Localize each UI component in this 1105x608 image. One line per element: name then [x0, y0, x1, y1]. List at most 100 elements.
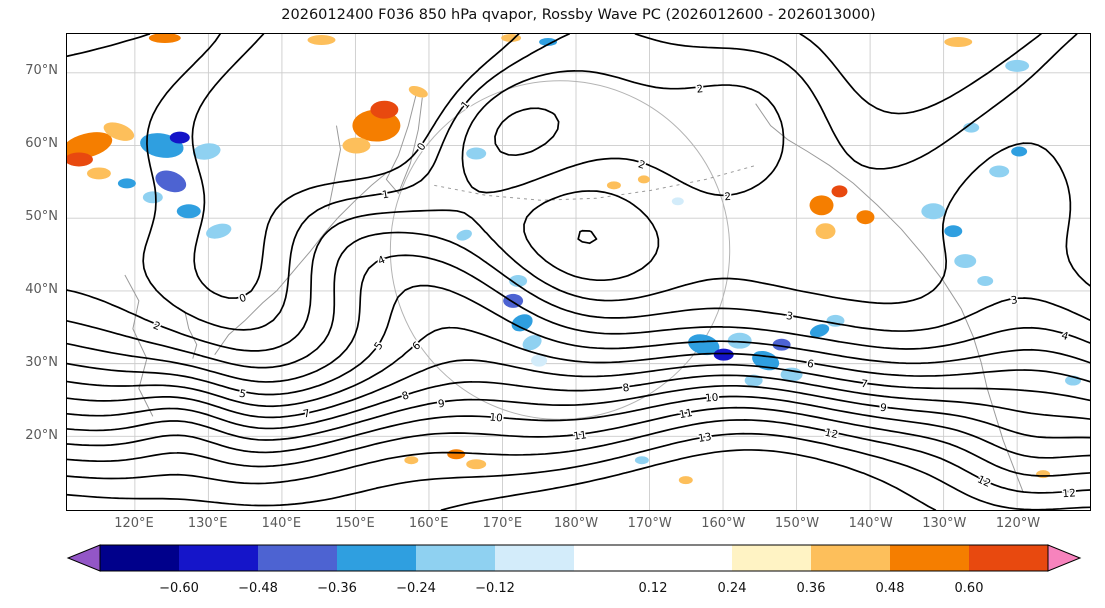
anomaly-patch: [511, 314, 533, 332]
contour-label-group: 11: [571, 428, 589, 445]
contour-line: [67, 34, 1078, 331]
y-axis-tick-label: 50°N: [25, 209, 58, 224]
colorbar-segment: [179, 545, 258, 571]
contour-label: 2: [637, 158, 647, 171]
anomaly-patch: [637, 175, 650, 184]
contour-label-group: 6: [409, 338, 425, 354]
colorbar-tick-label: 0.60: [955, 581, 984, 596]
contour-label-group: 8: [399, 388, 412, 404]
anomaly-patch: [370, 100, 399, 119]
colorbar-arrow-high: [1047, 544, 1082, 572]
contour-label-group: 3: [1009, 293, 1020, 309]
anomaly-patch: [678, 476, 693, 485]
anomaly-patch: [148, 34, 181, 43]
contour-label: 7: [860, 378, 868, 391]
colorbar-tick-label: −0.60: [159, 581, 199, 596]
y-axis-tick-label: 20°N: [25, 428, 58, 443]
colorbar-arrow-low: [66, 544, 101, 572]
colorbar-segment: [337, 545, 416, 571]
coastline: [124, 274, 154, 417]
contour-label: 8: [622, 382, 630, 395]
anomaly-patch: [404, 456, 419, 465]
contour-label-group: 11: [677, 405, 695, 422]
anomaly-patch: [117, 178, 136, 189]
contour-label-group: 4: [375, 252, 389, 269]
anomaly-patch: [192, 143, 221, 160]
contour-label: 12: [824, 427, 840, 441]
contour-label: 2: [696, 83, 704, 96]
contour-label-group: 9: [878, 400, 889, 416]
contour-label-group: 2: [723, 189, 733, 204]
x-axis-tick-label: 170°W: [627, 516, 672, 531]
anomaly-patch: [531, 354, 548, 367]
anomaly-patch: [142, 191, 163, 204]
contour-line: [440, 449, 937, 510]
contour-label: 9: [437, 398, 445, 411]
anomaly-patch: [1005, 59, 1030, 72]
contour-line: [67, 419, 1090, 494]
anomaly-patch: [1036, 470, 1051, 479]
anomaly-patch: [447, 449, 466, 460]
colorbar-segment: [811, 545, 890, 571]
colorbar-segment: [574, 545, 653, 571]
anomaly-patch: [103, 122, 135, 141]
anomaly-patch: [1011, 146, 1028, 157]
contour-line: [67, 359, 1090, 419]
great-circle-line: [389, 80, 731, 420]
contour-line: [67, 326, 1090, 408]
contour-label: 5: [238, 388, 247, 401]
island-arc: [434, 164, 756, 201]
anomaly-patch: [539, 37, 558, 46]
anomaly-patch: [176, 204, 201, 219]
contour-label-group: 6: [805, 356, 817, 372]
contour-line: [67, 395, 1090, 459]
contour-label: 11: [678, 407, 693, 421]
colorbar-tick-label: −0.48: [238, 581, 278, 596]
contour-label-group: 1: [380, 187, 392, 203]
contour-line: [67, 69, 1090, 352]
anomaly-patch: [944, 36, 973, 47]
coastline: [755, 103, 982, 363]
contour-label-group: 7: [301, 406, 313, 422]
anomaly-patch: [342, 137, 371, 154]
x-axis-tick-label: 120°E: [114, 516, 154, 531]
anomaly-patch: [752, 350, 780, 371]
anomaly-patch: [67, 132, 113, 159]
anomaly-patch: [809, 324, 830, 338]
contour-label: 11: [573, 429, 588, 443]
contour-label: 6: [410, 339, 423, 352]
contour-label-group: 9: [436, 396, 447, 412]
anomaly-patch: [466, 147, 487, 160]
anomaly-patch: [509, 274, 528, 287]
contour-label: 3: [785, 310, 793, 323]
x-axis-tick-label: 140°E: [261, 516, 302, 531]
contour-label-group: 10: [703, 390, 720, 406]
anomaly-patch: [977, 275, 994, 286]
contour-label: 4: [1060, 330, 1070, 344]
y-axis-tick-label: 70°N: [25, 63, 58, 78]
contour-label: 7: [302, 408, 311, 421]
contour-label-group: 12: [1060, 486, 1077, 502]
x-axis-tick-label: 130°W: [922, 516, 967, 531]
contour-line: [67, 384, 1090, 441]
colorbar-segment: [732, 545, 811, 571]
contour-line: [67, 254, 1090, 383]
colorbar-tick-label: −0.36: [317, 581, 357, 596]
anomaly-patch: [815, 223, 836, 240]
y-axis-tick-label: 40°N: [25, 282, 58, 297]
anomaly-patch: [954, 254, 977, 269]
colorbar-tick-label: 0.12: [639, 581, 668, 596]
coastline: [327, 125, 341, 210]
anomaly-patch: [606, 181, 621, 190]
contour-label: 3: [1010, 294, 1018, 307]
anomaly-patch: [963, 122, 980, 133]
contour-label: 6: [806, 358, 815, 371]
anomaly-patch: [809, 195, 834, 216]
anomaly-patch: [856, 210, 875, 225]
anomaly-patch: [727, 332, 752, 349]
anomaly-patch: [944, 225, 963, 238]
colorbar-segment: [969, 545, 1048, 571]
contour-line: [67, 374, 1090, 430]
contour-label: 2: [724, 191, 731, 203]
